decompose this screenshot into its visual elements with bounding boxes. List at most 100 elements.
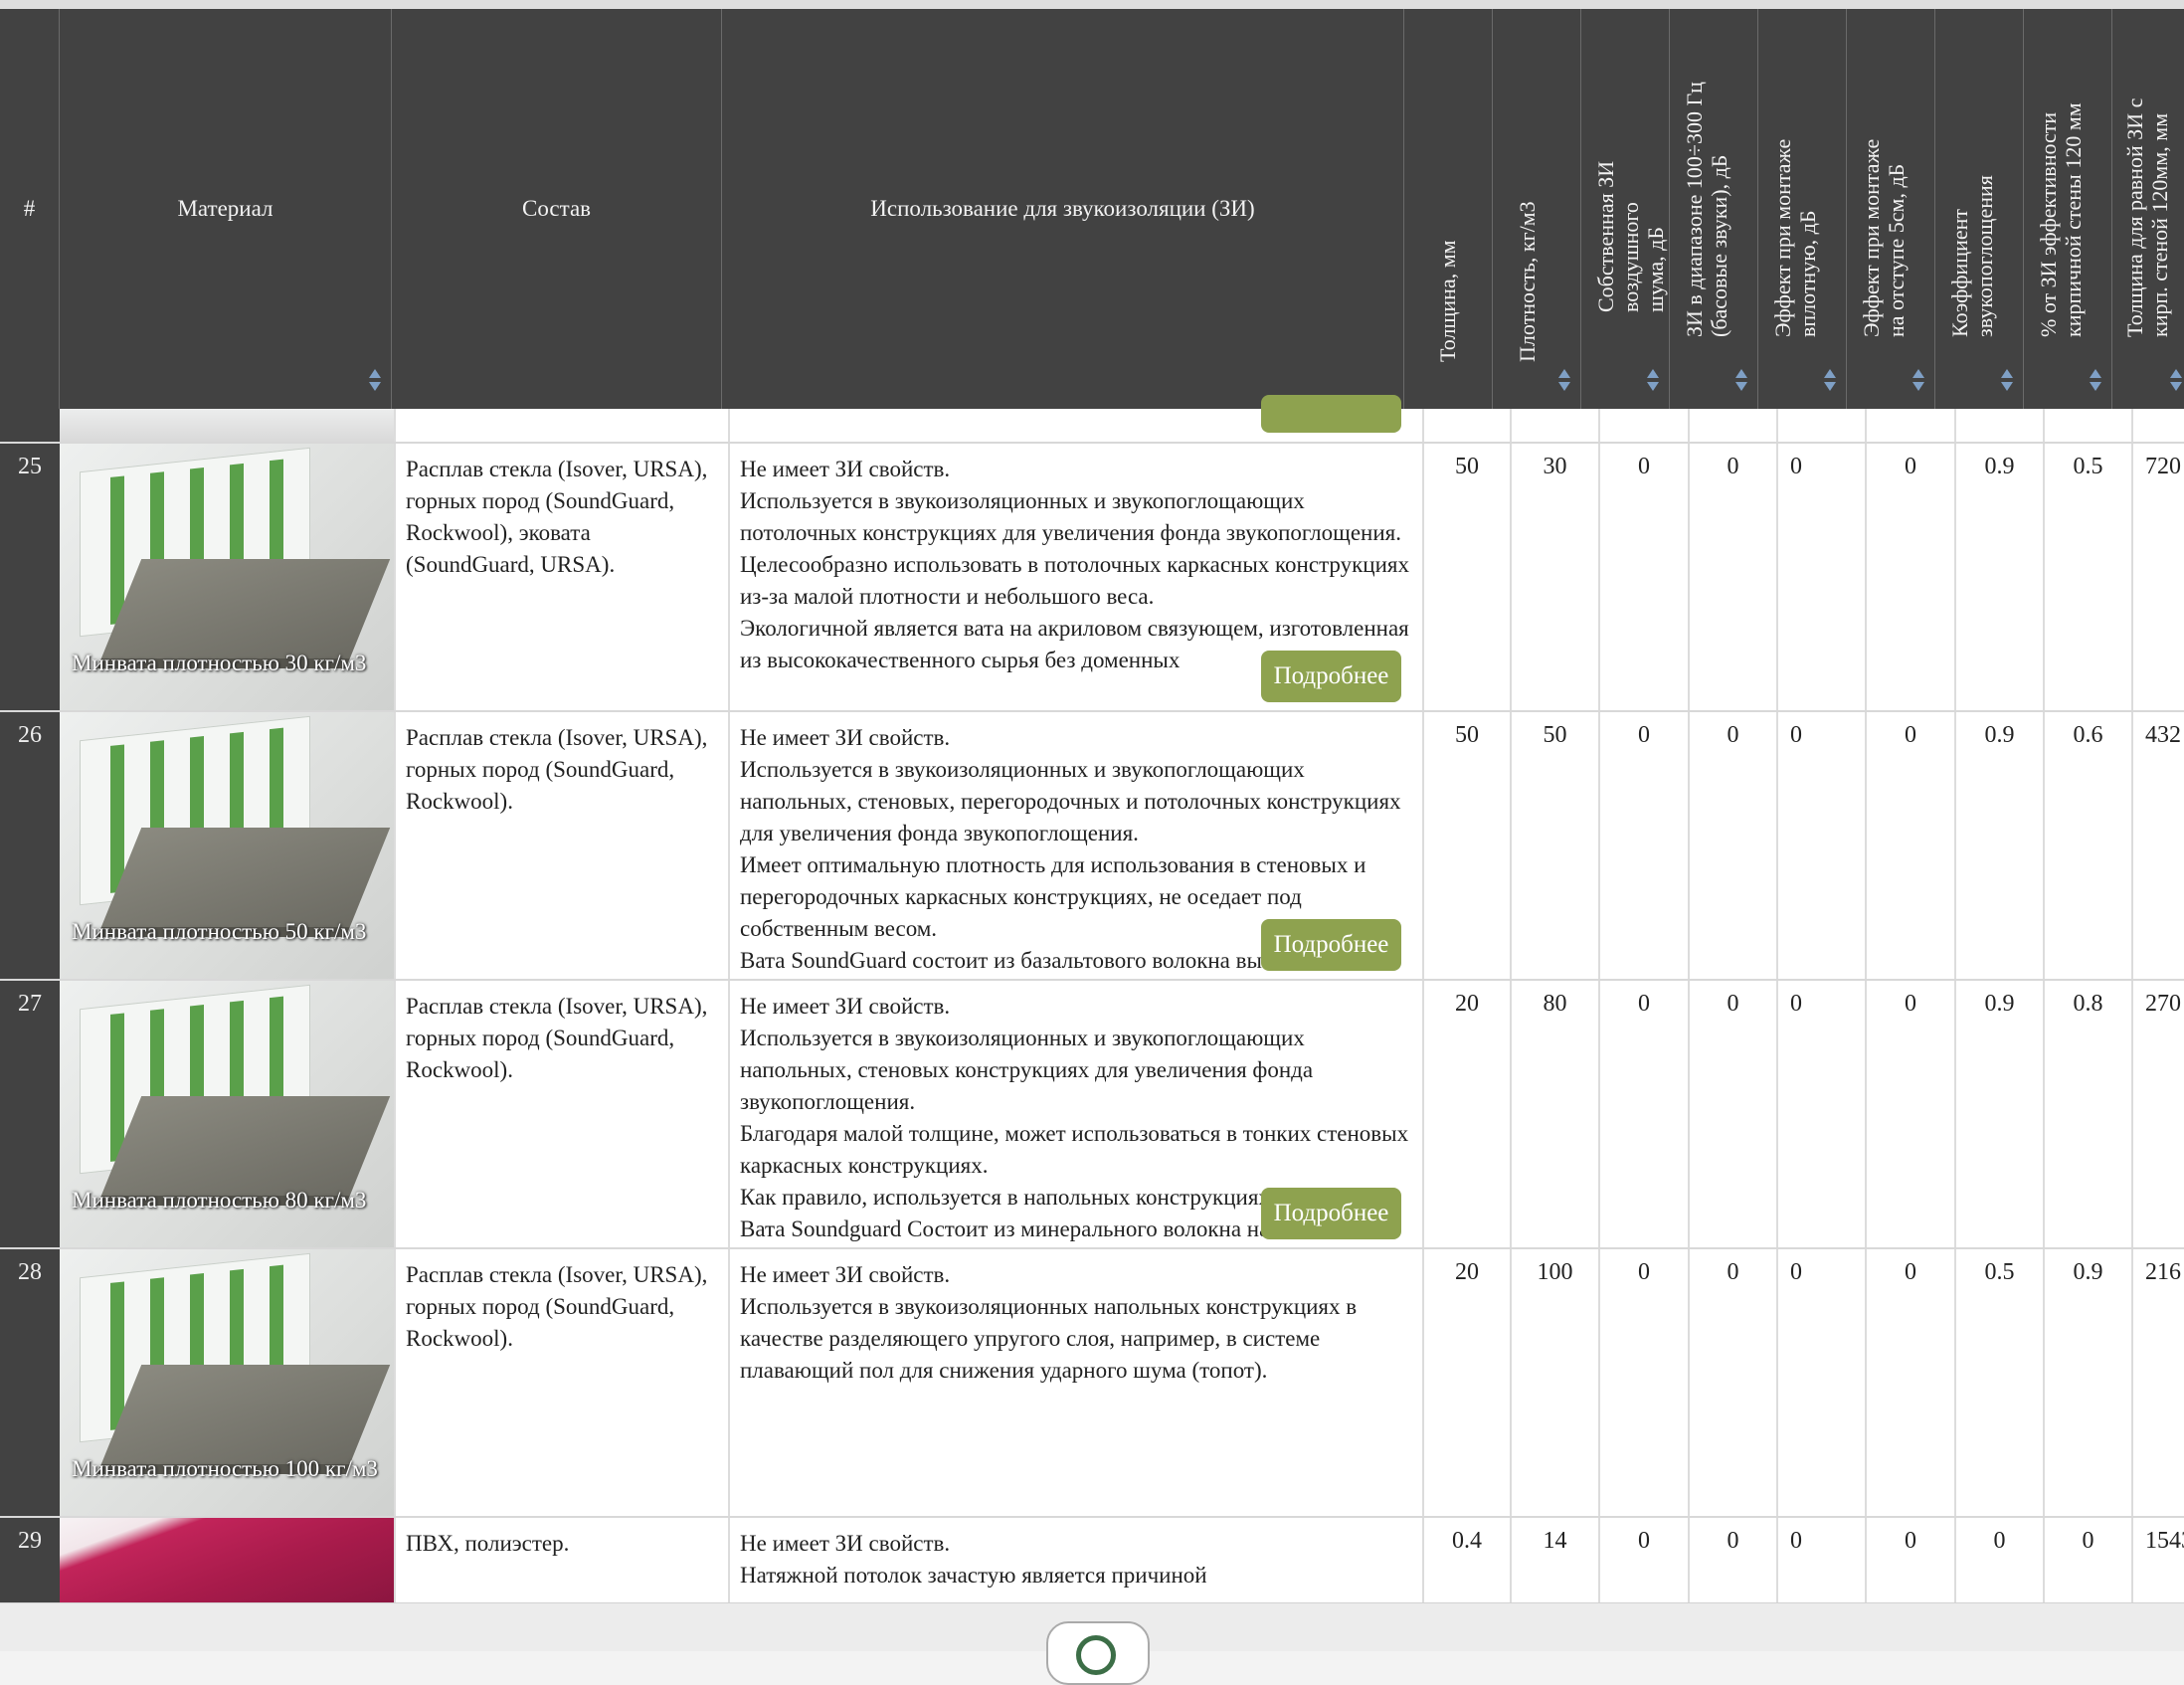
otstup-cell: 0 [1865,712,1954,979]
sostav-cell: Расплав стекла (Isover, URSA), горных по… [394,444,728,710]
tolsh-rav-cell: 720 [2131,444,2184,710]
material-image[interactable] [60,1518,394,1602]
header-tolsh-rav[interactable]: Толщина для равной ЗИ с кирп. стеной 120… [2112,9,2184,409]
header-vplot[interactable]: Эффект при монтаже вплотную, дБ [1758,9,1847,409]
divider [1776,409,1778,442]
header-sobstv[interactable]: Собственная ЗИ воздушного шума, дБ [1581,9,1670,409]
bass-cell: 0 [1688,1518,1776,1602]
use-line: Не имеет ЗИ свойств. [740,1531,951,1556]
material-image[interactable]: Минвата плотностью 80 кг/м3 [60,981,394,1247]
material-caption: Минвата плотностью 30 кг/м3 [72,651,367,675]
header-bass-label: ЗИ в диапазоне 100÷300 Гц (басовые звуки… [1682,82,1731,337]
row-number: 28 [0,1249,60,1516]
sort-icon[interactable] [2170,369,2182,391]
table-row-partial [0,395,2184,442]
use-line: Вата SoundGuard состоит из базальтового … [740,948,1326,973]
row-number: 29 [0,1518,60,1602]
sort-icon[interactable] [2090,369,2101,391]
row-number: 26 [0,712,60,979]
partial-num-cell [0,409,60,442]
plotnost-cell: 100 [1510,1249,1598,1516]
vplot-cell: 0 [1776,1249,1865,1516]
use-line: Благодаря малой толщине, может использов… [740,1121,1409,1178]
use-line: Имеет оптимальную плотность для использо… [740,852,1366,941]
partial-image [60,409,394,442]
otstup-cell: 0 [1865,981,1954,1247]
use-line: Вата Soundguard Состоит из минерального … [740,1217,1270,1241]
table-row: 25 Минвата плотностью 30 кг/м3 Расплав с… [0,442,2184,710]
sostav-cell: Расплав стекла (Isover, URSA), горных по… [394,981,728,1247]
table-row: 27 Минвата плотностью 80 кг/м3 Расплав с… [0,979,2184,1247]
material-image[interactable]: Минвата плотностью 100 кг/м3 [60,1249,394,1516]
use-line: Как правило, используется в напольных ко… [740,1185,1276,1210]
floating-action-button[interactable] [1046,1621,1150,1685]
use-line: Используется в звукоизоляционных напольн… [740,1294,1358,1383]
header-koef-label: Коэффициент звукопоглощения [1947,175,1997,337]
sort-icon[interactable] [1647,369,1659,391]
material-image[interactable]: Минвата плотностью 30 кг/м3 [60,444,394,710]
header-material-label: Материал [177,196,273,221]
header-plotnost-label: Плотность, кг/м3 [1515,201,1540,362]
bass-cell: 0 [1688,712,1776,979]
sort-icon[interactable] [1824,369,1836,391]
sort-icon[interactable] [1558,369,1570,391]
header-koef[interactable]: Коэффициент звукопоглощения [1935,9,2024,409]
use-line: Не имеет ЗИ свойств. [740,457,951,481]
sort-icon[interactable] [1912,369,1924,391]
tolshina-cell: 0.4 [1422,1518,1510,1602]
use-cell: Не имеет ЗИ свойств. Натяжной потолок за… [728,1518,1422,1602]
use-line: Используется в звукоизоляционных и звуко… [740,757,1401,845]
header-material[interactable]: Материал [60,9,392,409]
sort-icon[interactable] [1735,369,1747,391]
table-row: 28 Минвата плотностью 100 кг/м3 Расплав … [0,1247,2184,1516]
header-ispolzovanie: Использование для звукоизоляции (ЗИ) [722,9,1404,409]
header-bass[interactable]: ЗИ в диапазоне 100÷300 Гц (басовые звуки… [1670,9,1758,409]
divider [394,409,396,442]
tolsh-rav-cell: 270 [2131,981,2184,1247]
divider [1954,409,1956,442]
tolshina-cell: 20 [1422,981,1510,1247]
sort-icon[interactable] [369,369,381,391]
material-image[interactable]: Минвата плотностью 50 кг/м3 [60,712,394,979]
plotnost-cell: 14 [1510,1518,1598,1602]
header-sostav-label: Состав [521,196,592,221]
use-line: Не имеет ЗИ свойств. [740,725,951,750]
sobstv-cell: 0 [1598,712,1688,979]
sobstv-cell: 0 [1598,981,1688,1247]
header-otstup[interactable]: Эффект при монтаже на отступе 5см, дБ [1847,9,1935,409]
bass-cell: 0 [1688,981,1776,1247]
header-procent[interactable]: % от ЗИ эффективности кирпичной стены 12… [2024,9,2112,409]
tolsh-rav-cell: 216 [2131,1249,2184,1516]
header-tolshina[interactable]: Толщина, мм [1404,9,1493,409]
header-vplot-label: Эффект при монтаже вплотную, дБ [1770,138,1820,337]
header-plotnost[interactable]: Плотность, кг/м3 [1493,9,1581,409]
divider [1688,409,1690,442]
procent-cell: 0.6 [2043,712,2131,979]
plotnost-cell: 80 [1510,981,1598,1247]
vplot-cell: 0 [1776,1518,1865,1602]
use-line: Не имеет ЗИ свойств. [740,1262,951,1287]
more-button[interactable]: Подробнее [1261,651,1401,702]
bass-cell: 0 [1688,444,1776,710]
sobstv-cell: 0 [1598,1249,1688,1516]
header-sobstv-label: Собственная ЗИ воздушного шума, дБ [1593,160,1668,312]
koef-cell: 0.9 [1954,712,2043,979]
otstup-cell: 0 [1865,1249,1954,1516]
sort-icon[interactable] [2001,369,2013,391]
sobstv-cell: 0 [1598,444,1688,710]
header-num: # [0,9,60,409]
tolsh-rav-cell: 432 [2131,712,2184,979]
use-line: Используется в звукоизоляционных и звуко… [740,1026,1314,1114]
more-button[interactable]: Подробнее [1261,919,1401,971]
more-button[interactable]: Подробнее [1261,1188,1401,1239]
more-button-partial[interactable] [1261,395,1401,433]
divider [1598,409,1600,442]
header-tolsh-rav-label: Толщина для равной ЗИ с кирп. стеной 120… [2122,97,2172,337]
plotnost-cell: 30 [1510,444,1598,710]
row-number: 27 [0,981,60,1247]
sobstv-cell: 0 [1598,1518,1688,1602]
tolshina-cell: 20 [1422,1249,1510,1516]
vplot-cell: 0 [1776,444,1865,710]
table-row: 29 ПВХ, полиэстер. Не имеет ЗИ свойств. … [0,1516,2184,1602]
row-number: 25 [0,444,60,710]
